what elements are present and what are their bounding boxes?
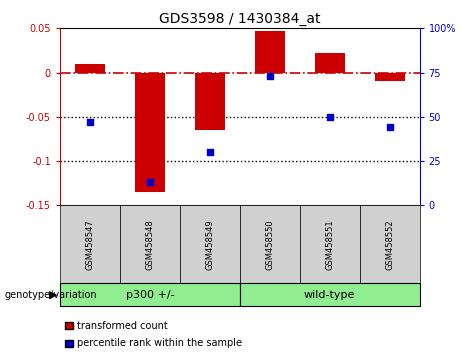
Text: ▶: ▶ [49,290,57,300]
Bar [135,73,165,192]
Point [386,125,393,130]
Bar [374,73,404,81]
Point [266,73,273,79]
Text: percentile rank within the sample: percentile rank within the sample [77,338,242,348]
Point [206,149,213,155]
Bar [314,53,344,73]
Point [146,179,154,185]
Text: p300 +/-: p300 +/- [125,290,174,300]
Text: GSM458552: GSM458552 [385,219,394,270]
Text: GSM458547: GSM458547 [85,219,95,270]
Text: genotype/variation: genotype/variation [5,290,97,300]
Bar [254,31,284,73]
Text: GSM458551: GSM458551 [325,219,334,270]
Point [326,114,333,120]
Bar [195,73,225,130]
Title: GDS3598 / 1430384_at: GDS3598 / 1430384_at [159,12,320,26]
Text: GSM458549: GSM458549 [205,219,214,270]
Text: GSM458548: GSM458548 [145,219,154,270]
Text: transformed count: transformed count [77,321,168,331]
Bar [75,64,105,73]
Point [86,119,94,125]
Text: wild-type: wild-type [304,290,355,300]
Text: GSM458550: GSM458550 [265,219,274,270]
